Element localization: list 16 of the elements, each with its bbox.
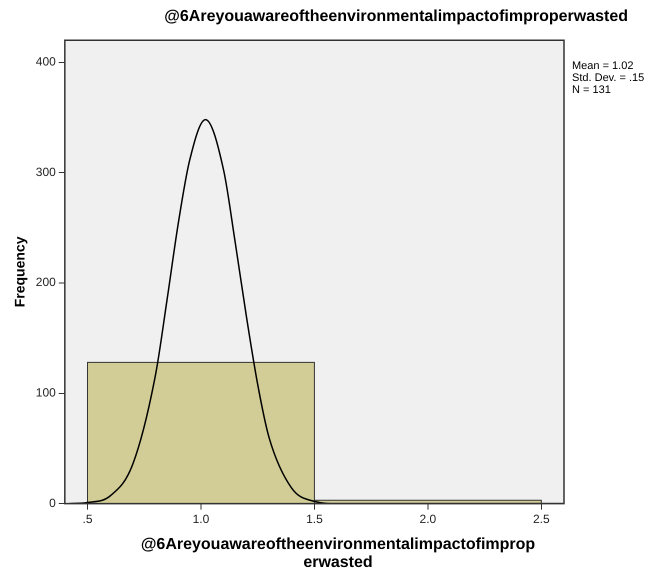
x-tick-label: 1.0 [192, 512, 210, 526]
text: N = 131 [572, 84, 612, 96]
y-tick-label: 400 [36, 54, 56, 69]
x-tick-label: 2.5 [532, 512, 550, 526]
y-tick-label: 200 [36, 275, 56, 290]
y-tick-label: 100 [36, 386, 56, 400]
y-tick-label: 0 [49, 496, 56, 510]
x-tick-label: .5 [82, 512, 93, 526]
chart-title: @6Areyouawareoftheenvironmentalimpactofimproperwasted [163, 8, 628, 26]
x-tick-label: 1.5 [306, 512, 324, 526]
y-axis-title: Frequency [11, 236, 28, 308]
y-tick-label: 300 [36, 164, 56, 179]
x-axis-title: @6Areyouawareoftheenvironmentalimpactofimproperwasted [140, 536, 536, 572]
text: Mean = 1.02 [572, 60, 634, 72]
text: Std. Dev. = .15 [572, 72, 644, 84]
x-tick-label: 2.0 [420, 512, 437, 526]
